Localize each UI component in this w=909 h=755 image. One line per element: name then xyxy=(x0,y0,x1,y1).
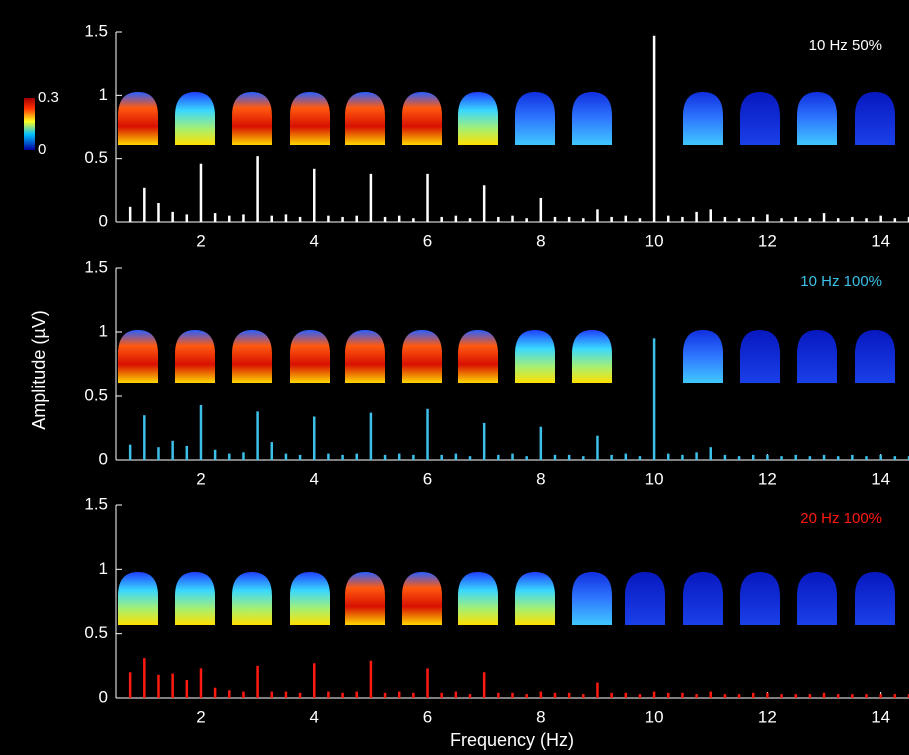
topography-head xyxy=(402,330,442,383)
y-tick-label: 1 xyxy=(99,321,108,340)
topography-head xyxy=(740,92,780,145)
x-tick-label: 8 xyxy=(536,707,545,726)
topography-head xyxy=(345,330,385,383)
x-tick-label: 14 xyxy=(871,231,890,250)
topography-head xyxy=(458,92,498,145)
topography-head xyxy=(232,92,272,145)
topography-head xyxy=(290,92,330,145)
topography-head xyxy=(683,572,723,625)
y-tick-label: 1 xyxy=(99,85,108,104)
y-tick-label: 0 xyxy=(99,211,108,230)
colorbar-tick-label: 0 xyxy=(38,141,46,158)
topography-head xyxy=(572,92,612,145)
y-tick-label: 0.5 xyxy=(84,148,108,167)
y-tick-label: 0.5 xyxy=(84,385,108,404)
topography-head xyxy=(402,92,442,145)
panel-title: 10 Hz 100% xyxy=(800,273,882,290)
topography-head xyxy=(683,330,723,383)
topography-head xyxy=(515,572,555,625)
x-tick-label: 14 xyxy=(871,469,890,488)
topography-head xyxy=(290,572,330,625)
topography-head xyxy=(175,330,215,383)
x-tick-label: 12 xyxy=(758,231,777,250)
x-tick-label: 10 xyxy=(645,231,664,250)
colorbar-tick-label: 0.3 xyxy=(38,89,59,106)
x-tick-label: 12 xyxy=(758,707,777,726)
topography-head xyxy=(572,330,612,383)
topography-head xyxy=(458,572,498,625)
topography-head xyxy=(855,92,895,145)
x-tick-label: 12 xyxy=(758,469,777,488)
x-tick-label: 10 xyxy=(645,469,664,488)
y-tick-label: 1.5 xyxy=(84,494,108,513)
y-tick-label: 0 xyxy=(99,449,108,468)
topography-head xyxy=(402,572,442,625)
x-tick-label: 14 xyxy=(871,707,890,726)
x-tick-label: 6 xyxy=(423,231,432,250)
x-tick-label: 4 xyxy=(310,469,319,488)
colorbar xyxy=(24,98,35,150)
topography-head xyxy=(118,92,158,145)
y-tick-label: 0.5 xyxy=(84,623,108,642)
topography-head xyxy=(855,330,895,383)
x-tick-label: 10 xyxy=(645,707,664,726)
y-tick-label: 0 xyxy=(99,687,108,706)
topography-head xyxy=(515,92,555,145)
x-tick-label: 4 xyxy=(310,231,319,250)
topography-head xyxy=(625,572,665,625)
x-tick-label: 6 xyxy=(423,469,432,488)
x-tick-label: 2 xyxy=(196,707,205,726)
topography-head xyxy=(290,330,330,383)
topography-head xyxy=(232,572,272,625)
x-tick-label: 6 xyxy=(423,707,432,726)
topography-head xyxy=(855,572,895,625)
topography-head xyxy=(572,572,612,625)
topography-head xyxy=(740,572,780,625)
x-tick-label: 8 xyxy=(536,231,545,250)
topography-head xyxy=(345,572,385,625)
topography-head xyxy=(797,572,837,625)
y-tick-label: 1.5 xyxy=(84,257,108,276)
topography-head xyxy=(175,572,215,625)
topography-head xyxy=(458,330,498,383)
topography-head xyxy=(797,330,837,383)
topography-head xyxy=(232,330,272,383)
topography-head xyxy=(118,572,158,625)
y-tick-label: 1 xyxy=(99,559,108,578)
panel-title: 10 Hz 50% xyxy=(809,37,882,54)
topography-head xyxy=(515,330,555,383)
topography-head xyxy=(740,330,780,383)
y-axis-title: Amplitude (µV) xyxy=(29,310,49,429)
topography-head xyxy=(797,92,837,145)
topography-head xyxy=(118,330,158,383)
x-tick-label: 2 xyxy=(196,231,205,250)
x-tick-label: 8 xyxy=(536,469,545,488)
x-axis-title: Frequency (Hz) xyxy=(450,730,574,750)
topography-head xyxy=(345,92,385,145)
x-tick-label: 2 xyxy=(196,469,205,488)
y-tick-label: 1.5 xyxy=(84,21,108,40)
x-tick-label: 4 xyxy=(310,707,319,726)
panel-title: 20 Hz 100% xyxy=(800,510,882,527)
topography-head xyxy=(175,92,215,145)
topography-head xyxy=(683,92,723,145)
